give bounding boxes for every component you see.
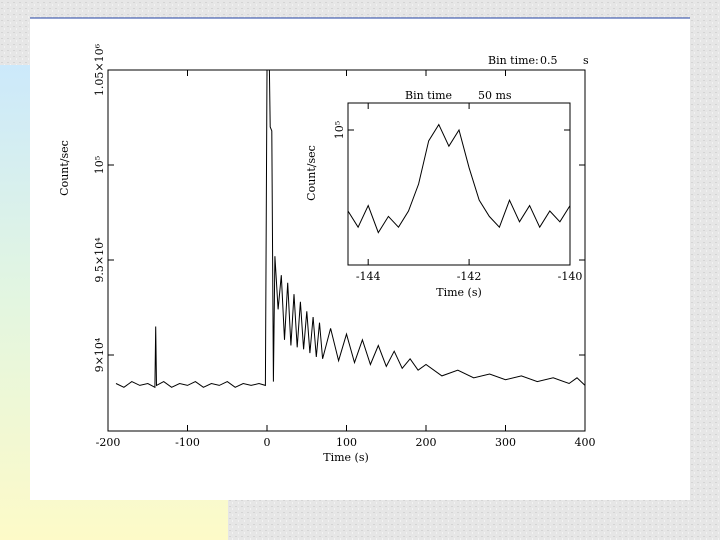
x-tick-label: 400 [575, 436, 596, 449]
x-tick-label: -100 [175, 436, 200, 449]
inset-plot: -144 -142 -140 10⁵ [333, 103, 582, 283]
x-tick-label: 100 [336, 436, 357, 449]
x-tick-label: 0 [264, 436, 271, 449]
y-axis-label: Count/sec [58, 140, 71, 196]
x-tick-label: 200 [416, 436, 437, 449]
inset-x-label: Time (s) [436, 286, 482, 299]
x-tick-label: -200 [96, 436, 121, 449]
bin-label: Bin time: [488, 54, 539, 67]
x-tick-label: 300 [495, 436, 516, 449]
bin-value: 0.5 [540, 54, 558, 67]
y-tick-label: 10⁵ [93, 156, 106, 174]
inset-bin-value: 50 ms [478, 89, 512, 102]
figure-panel [30, 18, 690, 500]
y-tick-label: 9×10⁴ [93, 337, 106, 372]
y-tick-label: 9.5×10⁴ [93, 237, 106, 283]
inset-y-label: Count/sec [305, 145, 318, 201]
bin-unit: s [583, 54, 589, 67]
y-tick-label: 1.05×10⁶ [93, 43, 106, 96]
x-axis-label: Time (s) [323, 451, 369, 464]
inset-frame [347, 102, 571, 266]
y-tick-label: 10⁵ [333, 121, 346, 139]
light-curve [347, 123, 571, 234]
main-plot: -200 -100 0 100 200 300 400 9×10⁴ 9.5×10⁴ 10⁵ 1.05… [93, 43, 596, 449]
x-tick-label: -140 [558, 270, 583, 283]
x-tick-label: -144 [356, 270, 381, 283]
inset-bin-label: Bin time [405, 89, 452, 102]
x-tick-label: -142 [457, 270, 482, 283]
light-curve [115, 69, 586, 389]
